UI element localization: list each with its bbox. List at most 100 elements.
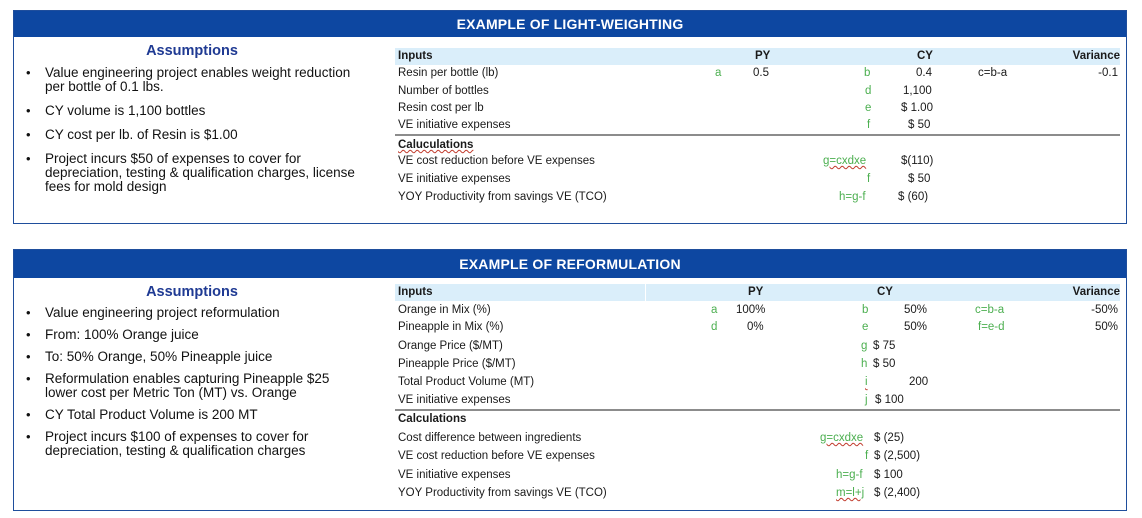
py-value: 0% (747, 321, 764, 333)
cy-value: $(110) (901, 155, 934, 167)
row-label: VE initiative expenses (398, 173, 511, 185)
cy-key: j (865, 394, 868, 406)
lightweighting-panel: EXAMPLE OF LIGHT-WEIGHTING Assumptions V… (13, 10, 1127, 224)
assumption-item: CY volume is 1,100 bottles (22, 104, 362, 119)
table-row: Cost difference between ingredients g=cx… (395, 430, 1120, 447)
calculations-header: Caluculations (398, 139, 474, 151)
formula-key: h=g-f (839, 191, 866, 203)
formula-key: g=cxdxe (820, 432, 864, 444)
variance-header: Variance (1072, 50, 1120, 62)
table-row: Orange in Mix (%) a 100% b 50% c=b-a -50… (395, 302, 1120, 319)
assumption-item: Reformulation enables capturing Pineappl… (22, 372, 362, 400)
variance-formula: f=e-d (978, 321, 1005, 333)
row-label: VE cost reduction before VE expenses (398, 155, 595, 167)
assumption-item: To: 50% Orange, 50% Pineapple juice (22, 350, 362, 365)
table-row: VE initiative expenses f $ 50 (395, 117, 1120, 136)
row-label: Cost difference between ingredients (398, 432, 582, 444)
reformulation-title: EXAMPLE OF REFORMULATION (14, 250, 1126, 278)
table-row: Pineapple in Mix (%) d 0% e 50% f=e-d 50… (395, 319, 1120, 336)
assumption-item: CY cost per lb. of Resin is $1.00 (22, 128, 362, 143)
cy-value: $ 50 (873, 358, 896, 370)
inputs-header: Inputs (398, 50, 433, 62)
assumption-item: From: 100% Orange juice (22, 328, 362, 343)
py-header: PY (755, 50, 771, 62)
row-label: Orange Price ($/MT) (398, 340, 503, 352)
table-row: Total Product Volume (MT) i 200 (395, 374, 1120, 391)
table-row: Resin per bottle (lb) a 0.5 b 0.4 c=b-a … (395, 65, 1120, 82)
assumption-item: Value engineering project reformulation (22, 306, 362, 321)
py-key: a (715, 67, 722, 79)
formula-key: g=cxdxe (823, 155, 867, 167)
row-label: Resin cost per lb (398, 102, 484, 114)
formula-key: h=g-f (836, 469, 863, 481)
cy-key: b (862, 304, 869, 316)
py-key: d (711, 321, 718, 333)
inputs-header-row: Inputs PY CY Variance (395, 48, 1120, 65)
py-key: a (711, 304, 718, 316)
cy-value: $ 50 (908, 119, 931, 131)
cy-value: 50% (904, 321, 928, 333)
assumption-item: CY Total Product Volume is 200 MT (22, 408, 362, 423)
reformulation-assumptions: Assumptions Value engineering project re… (22, 284, 362, 466)
cy-header: CY (877, 286, 893, 298)
row-label: Number of bottles (398, 85, 489, 97)
py-value: 0.5 (753, 67, 769, 79)
table-row: VE cost reduction before VE expenses g=c… (395, 153, 1120, 170)
cy-value: $ 100 (874, 469, 903, 481)
table-row: VE cost reduction before VE expenses f $… (395, 448, 1120, 465)
lightweighting-title: EXAMPLE OF LIGHT-WEIGHTING (14, 11, 1126, 37)
row-label: Orange in Mix (%) (398, 304, 491, 316)
row-label: Pineapple in Mix (%) (398, 321, 504, 333)
variance-value: -0.1 (1098, 67, 1118, 79)
cy-key: g (861, 340, 868, 352)
reformulation-panel: EXAMPLE OF REFORMULATION Assumptions Val… (13, 249, 1127, 511)
variance-formula: c=b-a (978, 67, 1008, 79)
inputs-header-row: Inputs PY CY Variance (395, 284, 1120, 301)
row-label: Pineapple Price ($/MT) (398, 358, 516, 370)
table-row: VE initiative expenses h=g-f $ 100 (395, 467, 1120, 484)
py-header: PY (748, 286, 764, 298)
row-label: VE initiative expenses (398, 394, 511, 406)
cy-key: e (865, 102, 872, 114)
assumptions-title: Assumptions (146, 284, 238, 300)
table-row: VE initiative expenses j $ 100 (395, 392, 1120, 411)
cy-value: 0.4 (916, 67, 932, 79)
assumption-item: Project incurs $50 of expenses to cover … (22, 152, 362, 194)
assumption-item: Project incurs $100 of expenses to cover… (22, 430, 362, 458)
table-row: Resin cost per lb e $ 1.00 (395, 100, 1120, 117)
table-row: VE initiative expenses f $ 50 (395, 171, 1120, 188)
variance-formula: c=b-a (975, 304, 1005, 316)
cy-value: $ (2,400) (874, 487, 921, 499)
cy-key: b (864, 67, 871, 79)
cy-key: h (861, 358, 868, 370)
calculations-header: Calculations (398, 413, 467, 425)
row-label: VE initiative expenses (398, 119, 511, 131)
row-label: Resin per bottle (lb) (398, 67, 499, 79)
cy-key: i (865, 376, 868, 388)
row-label: VE initiative expenses (398, 469, 511, 481)
variance-header: Variance (1072, 286, 1120, 298)
assumptions-title: Assumptions (146, 43, 238, 59)
cy-value: $ 50 (908, 173, 931, 185)
cy-value: $ 75 (873, 340, 896, 352)
cy-key: e (862, 321, 869, 333)
cy-header: CY (917, 50, 933, 62)
row-label: Total Product Volume (MT) (398, 376, 535, 388)
cy-key: d (865, 85, 872, 97)
cy-value: $ (25) (874, 432, 905, 444)
assumption-item: Value engineering project enables weight… (22, 66, 362, 94)
row-label: YOY Productivity from savings VE (TCO) (398, 191, 607, 203)
inputs-header: Inputs (398, 286, 433, 298)
table-row: Pineapple Price ($/MT) h $ 50 (395, 356, 1120, 373)
formula-key: f (867, 173, 871, 185)
variance-value: 50% (1094, 321, 1118, 333)
table-row: YOY Productivity from savings VE (TCO) m… (395, 485, 1120, 502)
row-label: YOY Productivity from savings VE (TCO) (398, 487, 607, 499)
table-row: Number of bottles d 1,100 (395, 83, 1120, 100)
row-label: VE cost reduction before VE expenses (398, 450, 595, 462)
table-row: Orange Price ($/MT) g $ 75 (395, 338, 1120, 355)
cy-value: 1,100 (903, 85, 932, 97)
cy-value: $ 1.00 (901, 102, 933, 114)
py-value: 100% (736, 304, 766, 316)
calculations-header-row: Calculations (395, 411, 1120, 428)
